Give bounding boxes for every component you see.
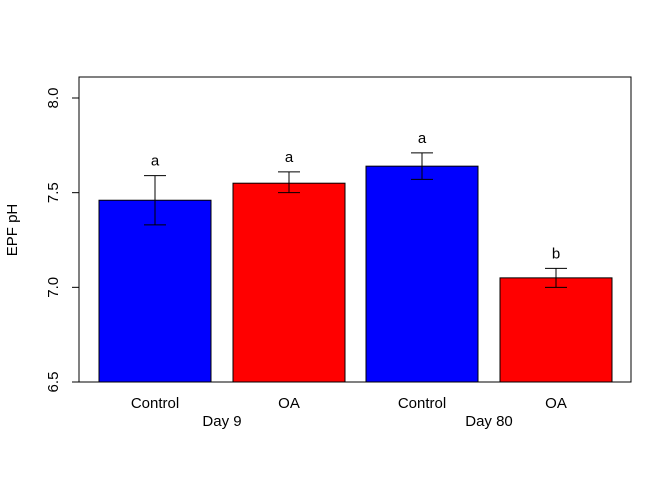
x-tick-label: OA [545,395,567,412]
x-tick-label: Control [131,395,179,412]
significance-letters-layer: a a a b [151,130,560,262]
significance-letter: a [418,130,427,147]
significance-letter: a [285,149,294,166]
bar-control-day80 [365,165,479,383]
x-tick-label: Control [398,395,446,412]
bar-oa-day9 [232,182,346,383]
x-group-label: Day 80 [465,413,513,430]
y-tick-label: 6.5 [45,372,62,393]
y-tick-label: 7.5 [45,182,62,203]
significance-letter: a [151,153,160,170]
error-bars-layer [144,152,567,288]
error-bar [411,152,433,180]
error-bar [545,267,567,288]
y-tick-label: 7.0 [45,277,62,298]
bars-layer [98,165,613,383]
x-axis-labels: Control OA Control OA Day 9 Day 80 [131,395,567,430]
significance-letter: b [552,245,560,262]
x-group-label: Day 9 [202,413,241,430]
error-bar [144,175,166,226]
y-axis: 6.5 7.0 7.5 8.0 [45,88,80,393]
bar-oa-day80 [499,277,613,383]
y-tick-label: 8.0 [45,88,62,109]
x-tick-label: OA [278,395,300,412]
y-axis-label: EPF pH [4,204,21,257]
error-bar [278,171,300,194]
bar-control-day9 [98,199,212,383]
